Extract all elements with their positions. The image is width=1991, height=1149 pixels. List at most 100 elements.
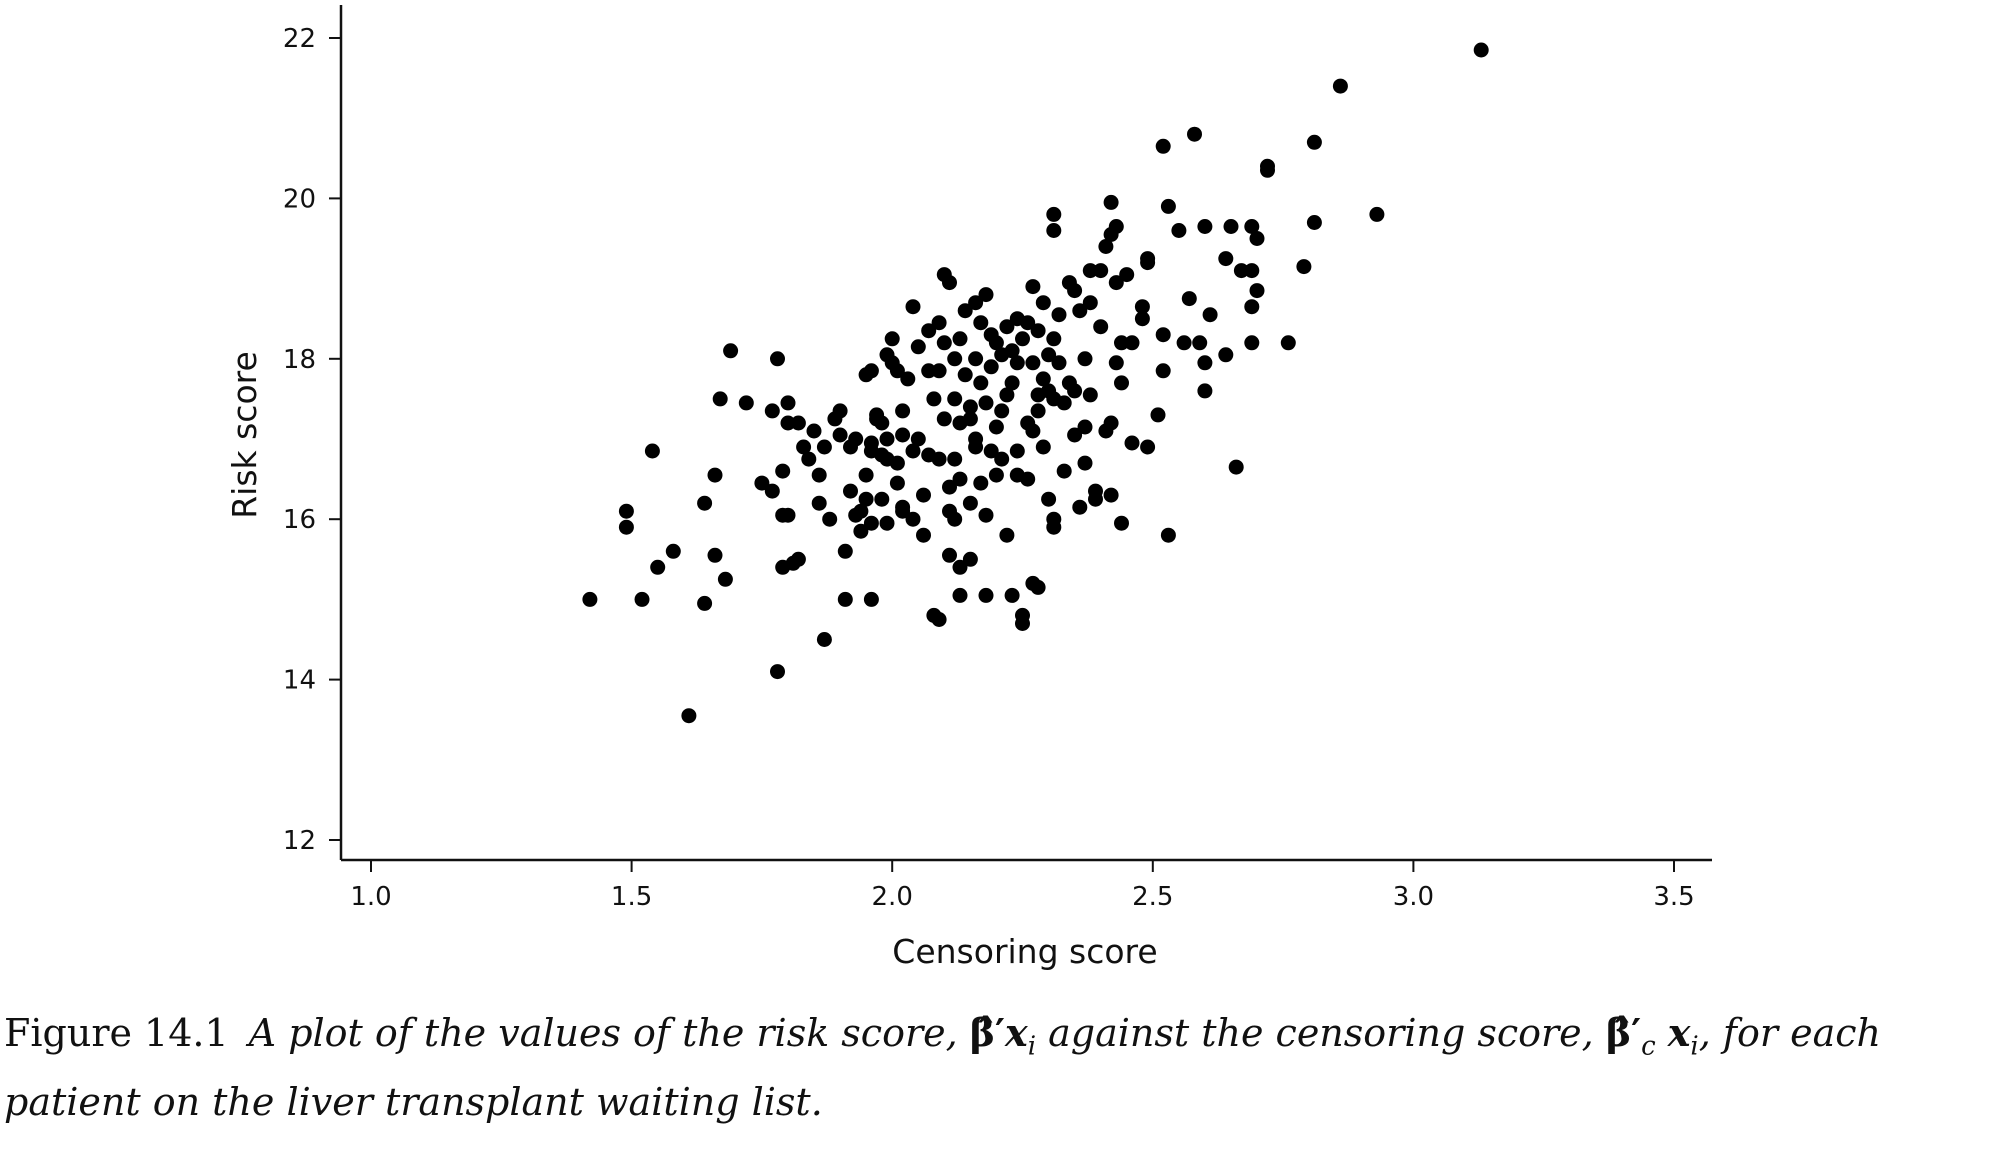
data-point	[811, 467, 827, 483]
data-point	[994, 451, 1010, 467]
data-point	[1093, 263, 1109, 279]
caption-text-3: , for each patient on the liver transpla…	[4, 1011, 1881, 1124]
data-point	[973, 375, 989, 391]
data-point	[764, 483, 780, 499]
y-tick-label: 22	[283, 24, 316, 54]
data-point	[1046, 206, 1062, 222]
data-point	[1280, 335, 1296, 351]
data-point	[910, 339, 926, 355]
data-point	[1035, 295, 1051, 311]
caption-text-1: A plot of the values of the risk score,	[248, 1011, 970, 1055]
data-point	[973, 315, 989, 331]
data-point	[1134, 299, 1150, 315]
y-tick-label: 18	[283, 345, 316, 375]
data-point	[905, 511, 921, 527]
x-tick-label: 2.0	[872, 882, 913, 912]
data-point	[879, 515, 895, 531]
data-point	[968, 295, 984, 311]
data-point	[1020, 471, 1036, 487]
data-point	[1072, 303, 1088, 319]
data-point	[1233, 263, 1249, 279]
data-point	[983, 443, 999, 459]
data-point	[921, 323, 937, 339]
data-point	[895, 427, 911, 443]
data-point	[988, 467, 1004, 483]
data-point	[717, 571, 733, 587]
data-point	[1041, 491, 1057, 507]
data-point	[853, 523, 869, 539]
data-point	[843, 483, 858, 499]
data-point	[644, 443, 660, 459]
data-point	[1015, 331, 1030, 347]
data-point	[978, 287, 994, 303]
data-point	[806, 423, 822, 439]
data-point	[707, 467, 723, 483]
data-point	[1473, 42, 1489, 58]
data-point	[1030, 403, 1046, 419]
data-point	[1103, 415, 1119, 431]
data-point	[650, 559, 666, 575]
data-point	[1228, 459, 1244, 475]
data-point	[936, 335, 952, 351]
data-point	[988, 335, 1004, 351]
data-point	[770, 664, 785, 680]
data-point	[1088, 491, 1103, 507]
data-point	[1030, 579, 1046, 595]
data-point	[1155, 327, 1171, 343]
data-point	[1155, 363, 1171, 379]
data-point	[764, 403, 780, 419]
data-point	[1181, 291, 1197, 307]
data-point	[1020, 315, 1036, 331]
data-point	[863, 363, 879, 379]
data-point	[1009, 443, 1025, 459]
data-point	[697, 595, 713, 611]
data-point	[931, 363, 947, 379]
figure-caption: Figure 14.1 A plot of the values of the r…	[4, 1005, 1984, 1130]
data-point	[618, 519, 634, 535]
data-point	[1192, 335, 1208, 351]
data-point	[1176, 335, 1192, 351]
data-point	[832, 427, 848, 443]
data-point	[1051, 307, 1067, 323]
data-point	[1051, 355, 1067, 371]
data-point	[1223, 219, 1239, 234]
data-point	[973, 475, 989, 491]
data-point	[978, 587, 994, 603]
data-point	[905, 299, 921, 315]
data-point	[947, 511, 963, 527]
data-point	[1140, 255, 1156, 271]
data-point	[1244, 299, 1260, 315]
data-point	[665, 543, 681, 559]
data-point	[858, 491, 874, 507]
data-point	[1015, 616, 1030, 631]
data-point	[1171, 223, 1187, 238]
data-point	[790, 551, 806, 567]
data-point	[1160, 198, 1176, 214]
data-point	[1197, 383, 1213, 399]
figure-number: Figure 14.1	[4, 1011, 229, 1055]
data-point	[962, 399, 978, 415]
risk-score-formula: β̂′xi	[969, 1010, 1037, 1062]
x-axis-label: Censoring score	[892, 932, 1157, 971]
data-point	[707, 547, 723, 563]
data-point	[983, 359, 999, 375]
data-point	[723, 343, 739, 359]
data-point	[1103, 194, 1119, 210]
data-point	[863, 515, 879, 531]
data-point	[988, 419, 1004, 435]
data-point	[1155, 138, 1171, 154]
data-point	[1114, 335, 1129, 351]
data-point	[1197, 355, 1213, 371]
data-point	[1114, 515, 1129, 531]
data-point	[681, 708, 697, 724]
data-point	[1249, 283, 1265, 299]
data-point	[811, 495, 827, 511]
data-point	[1035, 439, 1051, 455]
data-point	[1041, 347, 1057, 363]
data-point	[790, 415, 806, 431]
data-point	[1244, 335, 1260, 351]
data-point	[618, 503, 634, 519]
data-point	[1098, 239, 1114, 254]
data-point	[770, 351, 785, 367]
data-point	[952, 559, 968, 575]
